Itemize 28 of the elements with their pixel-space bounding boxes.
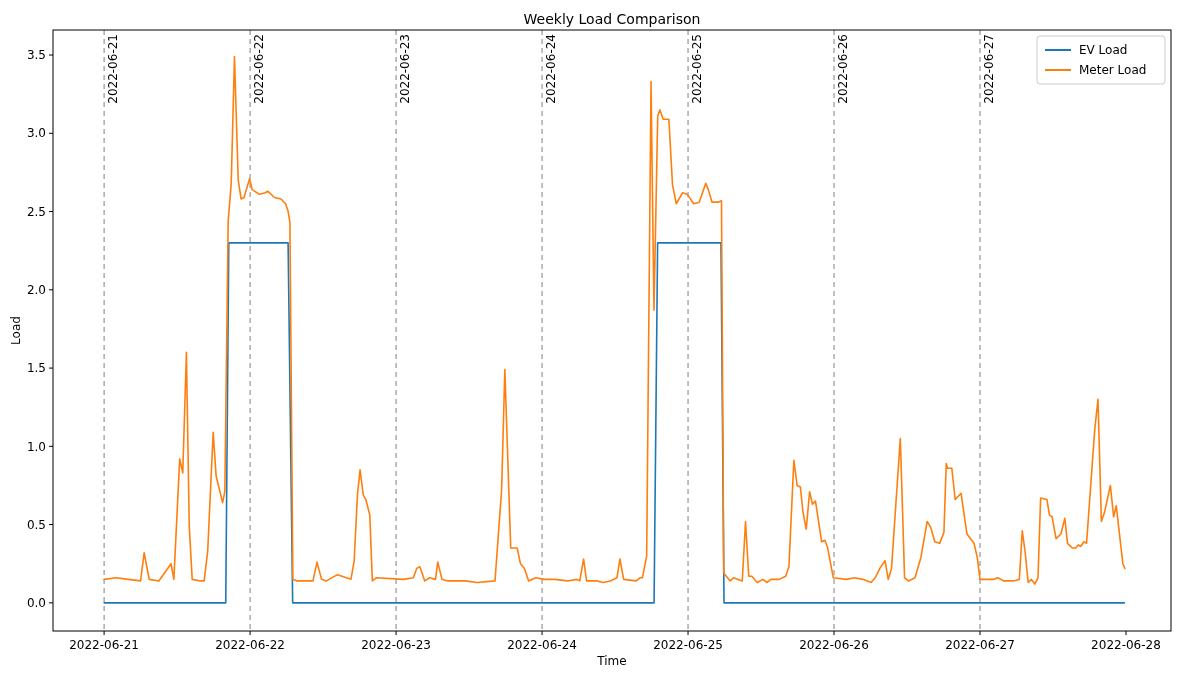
y-tick-label: 3.5 xyxy=(26,48,46,63)
x-tick-label: 2022-06-24 xyxy=(507,638,577,652)
y-tick-label: 2.5 xyxy=(26,204,46,219)
y-tick-label: 0.0 xyxy=(26,596,46,611)
y-tick-label: 1.0 xyxy=(26,439,46,454)
ref-line-label: 2022-06-26 xyxy=(835,34,850,104)
ref-line-label: 2022-06-25 xyxy=(689,34,704,104)
ref-line-label: 2022-06-24 xyxy=(543,34,558,104)
x-tick-label: 2022-06-22 xyxy=(215,638,285,652)
x-axis-title: Time xyxy=(596,654,627,668)
ref-line-label: 2022-06-27 xyxy=(981,34,996,104)
legend-label: EV Load xyxy=(1079,43,1128,58)
x-tick-label: 2022-06-28 xyxy=(1091,638,1161,652)
y-tick-label: 3.0 xyxy=(26,126,46,141)
y-tick-label: 2.0 xyxy=(26,283,46,298)
x-tick-label: 2022-06-21 xyxy=(69,638,139,652)
ref-line-label: 2022-06-22 xyxy=(251,34,266,104)
ref-line-label: 2022-06-21 xyxy=(105,34,120,104)
y-tick-label: 0.5 xyxy=(26,517,46,532)
x-tick-label: 2022-06-27 xyxy=(945,638,1015,652)
x-tick-label: 2022-06-23 xyxy=(361,638,431,652)
x-tick-label: 2022-06-25 xyxy=(653,638,723,652)
legend-label: Meter Load xyxy=(1079,63,1147,78)
y-axis-title: Load xyxy=(9,316,23,345)
chart-title: Weekly Load Comparison xyxy=(523,11,701,27)
ref-line-label: 2022-06-23 xyxy=(397,34,412,104)
x-tick-label: 2022-06-26 xyxy=(799,638,869,652)
y-tick-label: 1.5 xyxy=(26,361,46,376)
